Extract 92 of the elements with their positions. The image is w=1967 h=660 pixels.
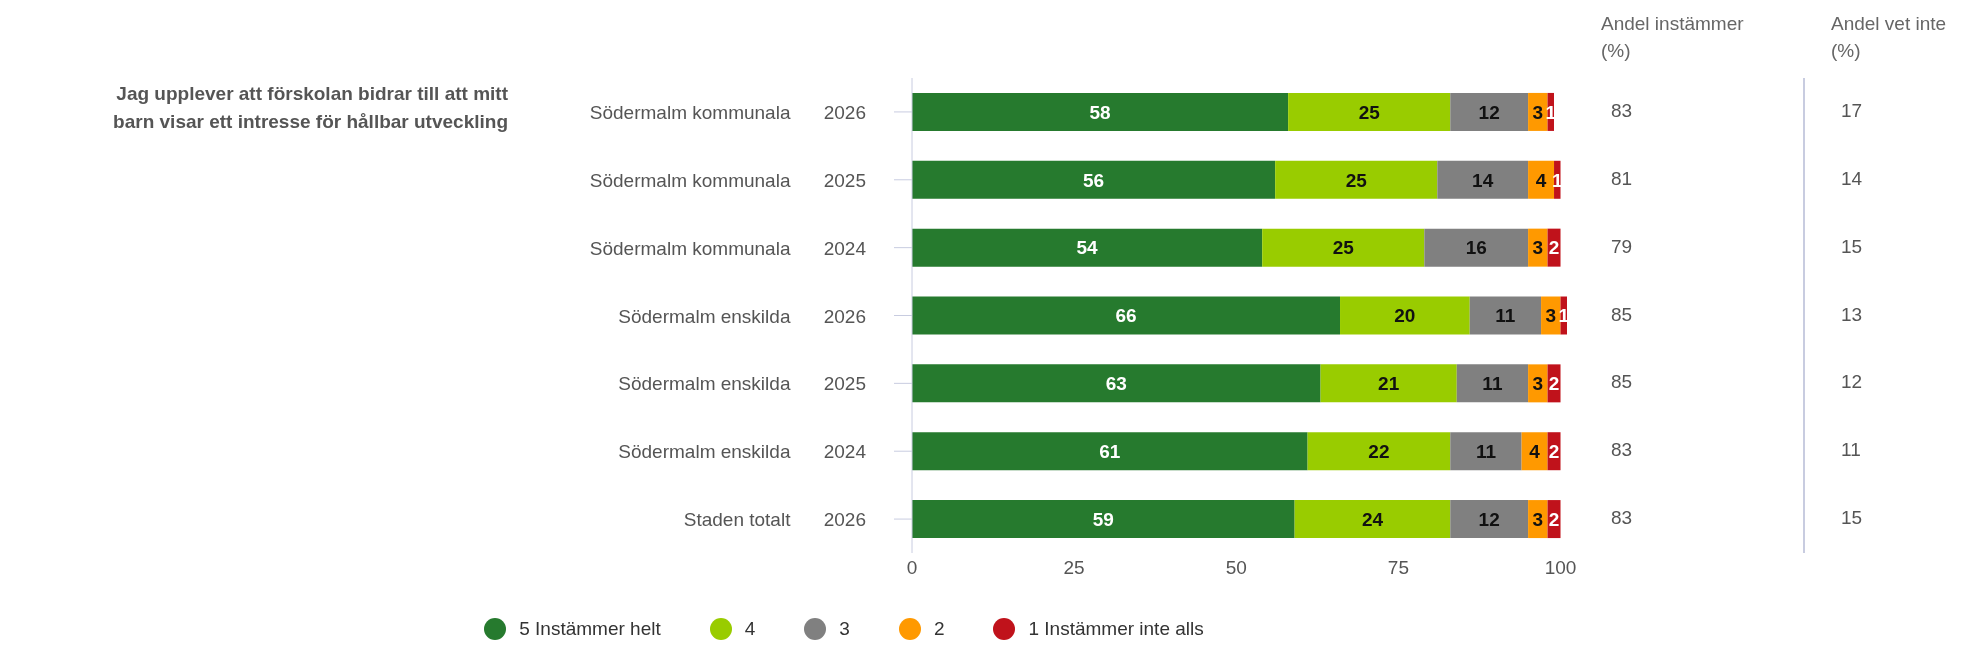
bar (1450, 432, 1522, 471)
data-label: 16 (1465, 237, 1487, 259)
data-label: 66 (1115, 305, 1137, 327)
data-label: 14 (1472, 169, 1494, 191)
data-label: 58 (1089, 101, 1111, 123)
data-label: 20 (1394, 305, 1416, 327)
text: 13 (1841, 303, 1863, 326)
x-tick-label: 0 (906, 557, 918, 579)
text: 15 (1841, 235, 1863, 258)
data-label: 3 (1532, 508, 1544, 530)
x-tick-label: 100 (1544, 557, 1577, 579)
data-label: 24 (1361, 508, 1384, 530)
x-tick-label: 50 (1225, 557, 1247, 579)
bar (1275, 160, 1438, 199)
text: Jag upplever att förskolan bidrar till att mitt barn visar ett intresse för hållbar utveckling (112, 82, 508, 134)
bar (912, 160, 1276, 199)
data-label: 3 (1545, 305, 1557, 327)
text: 79 (1611, 235, 1633, 258)
text: 11 (1841, 439, 1861, 462)
text: 81 (1611, 167, 1633, 190)
text: 14 (1841, 167, 1863, 190)
bar (912, 296, 1341, 335)
legend-label: 4 (744, 618, 756, 640)
category-label: Södermalm enskilda 2026 (618, 305, 866, 327)
legend-label: 2 (933, 618, 945, 640)
bar (912, 432, 1308, 471)
data-label: 21 (1378, 373, 1400, 395)
bar (912, 500, 1295, 539)
data-label: 3 (1532, 101, 1544, 123)
legend-label: 1 Instämmer inte alls (1028, 618, 1204, 640)
data-label: 2 (1548, 440, 1560, 462)
bar (1469, 296, 1542, 335)
data-label: 11 (1495, 305, 1516, 327)
bar (1424, 228, 1529, 267)
data-label: 4 (1535, 169, 1547, 191)
bar (1307, 432, 1451, 471)
data-label: 59 (1092, 508, 1114, 530)
data-label: 25 (1345, 169, 1368, 191)
data-label: 12 (1478, 508, 1500, 530)
data-label: 3 (1532, 373, 1544, 395)
category-label: Södermalm kommunala 2026 (589, 101, 866, 123)
text: 12 (1841, 371, 1863, 394)
bar (1450, 92, 1529, 131)
bar (1450, 500, 1529, 539)
x-tick-label: 75 (1387, 557, 1409, 579)
text: 83 (1611, 99, 1633, 122)
bar (1528, 500, 1548, 539)
data-label: 4 (1529, 440, 1541, 462)
bar (1528, 160, 1555, 199)
legend-label: 3 (839, 618, 850, 640)
bar (1340, 296, 1470, 335)
data-label: 2 (1548, 237, 1560, 259)
bar (1437, 160, 1529, 199)
data-label: 54 (1076, 237, 1099, 259)
data-label: 56 (1083, 169, 1105, 191)
bar (1528, 228, 1548, 267)
bar (912, 92, 1289, 131)
bar (1521, 432, 1548, 471)
data-label: 61 (1099, 440, 1121, 462)
legend-label: 5 Instämmer helt (519, 618, 661, 640)
text: Andel instämmer (%) (1601, 12, 1745, 63)
category-label: Södermalm kommunala 2025 (589, 169, 866, 191)
data-label: 63 (1105, 373, 1127, 395)
text: Andel vet inte (%) (1831, 12, 1948, 63)
bar (1456, 364, 1529, 403)
category-label: Södermalm enskilda 2024 (618, 441, 866, 463)
bar (912, 364, 1321, 403)
data-label: 2 (1548, 373, 1560, 395)
bar (1294, 500, 1451, 539)
bar (1528, 364, 1548, 403)
text: 83 (1611, 439, 1633, 462)
text: 17 (1841, 99, 1863, 122)
data-label: 2 (1548, 508, 1560, 530)
bar (1262, 228, 1425, 267)
data-label: 11 (1482, 373, 1503, 395)
category-label: Staden totalt 2026 (683, 509, 866, 531)
data-label: 12 (1478, 101, 1500, 123)
bar (1288, 92, 1451, 131)
bar (912, 228, 1263, 267)
data-label: 25 (1358, 101, 1381, 123)
data-label: 25 (1332, 237, 1355, 259)
data-label: 22 (1368, 440, 1390, 462)
text: 85 (1611, 371, 1633, 394)
data-label: 3 (1532, 237, 1544, 259)
text: 85 (1611, 303, 1633, 326)
category-label: Södermalm kommunala 2024 (589, 237, 866, 259)
data-label: 11 (1475, 440, 1497, 462)
bar (1320, 364, 1457, 403)
text: 15 (1841, 507, 1863, 530)
x-tick-label: 25 (1063, 557, 1085, 579)
text: 83 (1611, 507, 1633, 530)
category-label: Södermalm enskilda 2025 (618, 373, 866, 395)
